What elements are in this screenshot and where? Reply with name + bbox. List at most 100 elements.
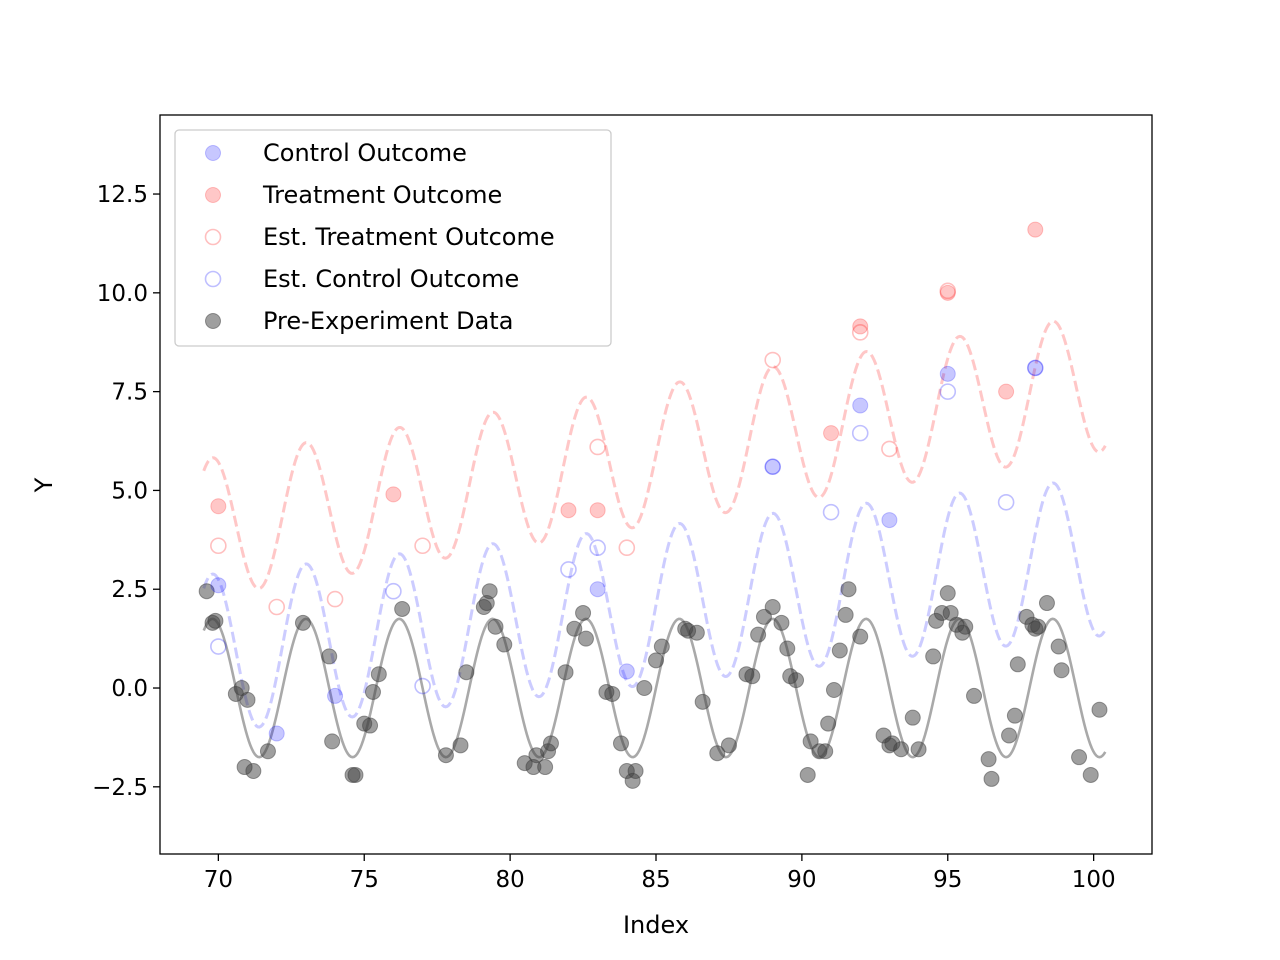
y-tick-label: 10.0 xyxy=(97,281,148,307)
data-point xyxy=(840,581,857,598)
legend-marker xyxy=(204,228,222,246)
y-tick-label: 5.0 xyxy=(111,478,148,504)
data-point xyxy=(957,618,974,635)
x-tick-label: 95 xyxy=(933,867,962,893)
legend-label: Control Outcome xyxy=(263,139,467,167)
data-point xyxy=(966,687,983,704)
data-point xyxy=(487,618,504,635)
x-axis-label: Index xyxy=(623,911,689,939)
legend-item: Treatment Outcome xyxy=(205,181,502,209)
data-point xyxy=(636,680,653,697)
data-point xyxy=(764,599,781,616)
y-tick-label: 2.5 xyxy=(111,577,148,603)
data-point xyxy=(1030,618,1047,635)
data-point xyxy=(370,666,387,683)
data-point xyxy=(925,648,942,665)
data-point xyxy=(744,668,761,685)
data-point xyxy=(207,612,224,629)
legend-item: Pre-Experiment Data xyxy=(205,307,513,335)
data-point xyxy=(1038,595,1055,612)
legend-label: Treatment Outcome xyxy=(262,181,502,209)
data-point xyxy=(997,493,1015,511)
data-point xyxy=(1082,766,1099,783)
data-point xyxy=(496,636,513,653)
data-point xyxy=(709,745,726,762)
data-point xyxy=(788,672,805,689)
data-point xyxy=(852,318,869,335)
legend-item: Est. Treatment Outcome xyxy=(204,223,555,251)
y-tick-label: 7.5 xyxy=(111,380,148,406)
x-tick-label: 80 xyxy=(495,867,524,893)
est-control-line xyxy=(202,481,1107,729)
series-est-treatment-outcome xyxy=(210,282,957,616)
data-point xyxy=(825,682,842,698)
data-point xyxy=(851,324,869,341)
data-point xyxy=(268,598,286,616)
data-point xyxy=(210,577,227,594)
data-point xyxy=(437,747,454,764)
data-point xyxy=(779,640,796,657)
data-point xyxy=(939,383,957,400)
x-axis-ticks: 70 75 80 85 90 95 100 xyxy=(204,854,1116,893)
data-point xyxy=(688,624,705,641)
data-point xyxy=(210,537,227,555)
data-point xyxy=(362,717,379,734)
data-point xyxy=(1009,656,1026,673)
data-point xyxy=(560,502,577,519)
data-point xyxy=(980,751,997,768)
data-point xyxy=(904,709,921,726)
data-point xyxy=(939,284,956,301)
data-point xyxy=(324,733,341,750)
data-point xyxy=(1050,638,1067,655)
data-point xyxy=(1006,707,1023,724)
data-point xyxy=(1091,701,1108,718)
est-treatment-line xyxy=(202,319,1107,590)
data-point xyxy=(259,743,276,760)
legend-item: Control Outcome xyxy=(205,139,467,167)
data-point xyxy=(414,677,431,695)
legend-label: Est. Treatment Outcome xyxy=(263,223,555,251)
data-point xyxy=(321,648,338,665)
data-point xyxy=(589,438,606,456)
data-point xyxy=(414,537,431,555)
data-point xyxy=(773,614,790,631)
data-point xyxy=(458,664,475,681)
data-point xyxy=(881,512,898,529)
data-point xyxy=(268,725,285,742)
data-point xyxy=(1026,359,1044,377)
data-point xyxy=(364,683,381,700)
data-point xyxy=(612,735,629,752)
data-points xyxy=(198,221,1108,789)
data-point xyxy=(575,604,592,621)
data-point xyxy=(998,383,1015,400)
legend-item: Est. Control Outcome xyxy=(204,265,519,293)
y-tick-label: 12.5 xyxy=(97,182,148,208)
data-point xyxy=(694,693,711,710)
data-point xyxy=(764,458,781,475)
series-pre-experiment-data xyxy=(198,581,1108,789)
data-point xyxy=(851,424,869,442)
series-est-control-outcome xyxy=(210,359,1044,695)
x-tick-label: 85 xyxy=(641,867,670,893)
data-point xyxy=(566,620,583,637)
data-point xyxy=(1001,727,1018,744)
data-point xyxy=(557,664,574,681)
legend-marker xyxy=(205,187,221,203)
data-point xyxy=(537,759,554,776)
data-point xyxy=(560,561,577,578)
data-point xyxy=(198,583,215,600)
data-point xyxy=(385,582,402,600)
data-point xyxy=(481,583,498,600)
data-point xyxy=(627,763,644,780)
data-point xyxy=(604,685,621,702)
data-point xyxy=(452,737,469,754)
data-point xyxy=(648,652,664,669)
data-point xyxy=(852,397,869,414)
data-point xyxy=(837,606,854,623)
y-tick-label: −2.5 xyxy=(92,775,148,801)
data-point xyxy=(589,502,606,519)
legend: Control Outcome Treatment Outcome Est. Tre… xyxy=(174,129,612,347)
x-tick-label: 90 xyxy=(787,867,816,893)
data-point xyxy=(831,642,848,659)
y-axis-label: Y xyxy=(30,477,58,493)
